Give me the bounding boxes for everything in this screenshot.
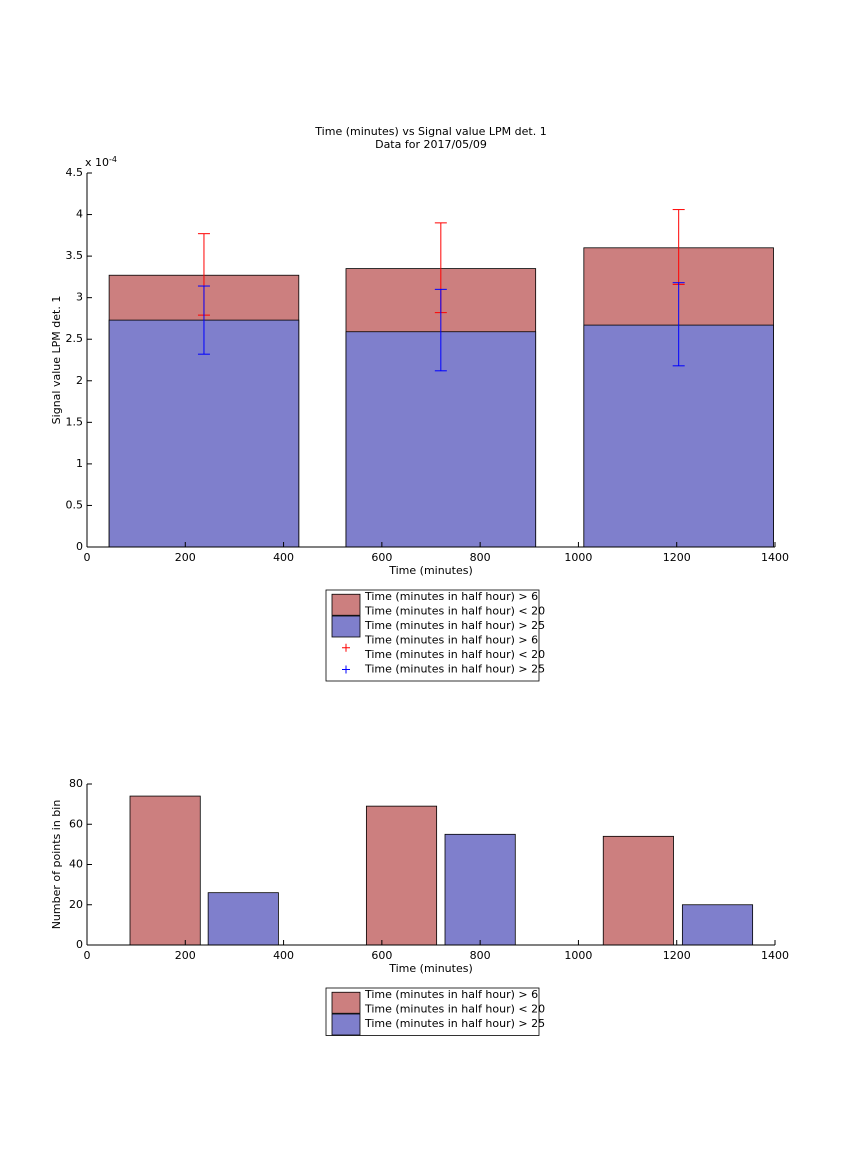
- error-bar: [434, 288, 447, 372]
- chart-title: Data for 2017/05/09: [375, 138, 487, 151]
- y-tick-label: 1: [76, 457, 83, 470]
- x-tick-label: 400: [273, 551, 294, 564]
- y-tick-label: 0: [76, 938, 83, 951]
- legend-label: Time (minutes in half hour) > 6: [364, 590, 538, 603]
- legend-label: Time (minutes in half hour) > 25: [364, 663, 545, 676]
- legend-label: Time (minutes in half hour) < 20: [364, 605, 545, 618]
- x-axis-label: Time (minutes): [388, 962, 473, 975]
- x-tick-label: 1200: [663, 551, 691, 564]
- legend-label: Time (minutes in half hour) > 6: [364, 634, 538, 647]
- y-tick-label: 40: [69, 858, 83, 871]
- x-tick-label: 1400: [761, 949, 789, 962]
- chart-title: Time (minutes) vs Signal value LPM det. …: [314, 125, 546, 138]
- y-axis-label: Signal value LPM det. 1: [50, 296, 63, 425]
- bar: [365, 805, 438, 946]
- bar: [681, 904, 754, 946]
- y-exponent: x 10-4: [85, 155, 117, 170]
- legend-label: Time (minutes in half hour) < 20: [364, 648, 545, 661]
- x-axis-label: Time (minutes): [388, 564, 473, 577]
- y-tick-label: 1.5: [66, 415, 84, 428]
- bar: [602, 835, 674, 946]
- y-tick-label: 80: [69, 777, 83, 790]
- x-tick-label: 0: [84, 949, 91, 962]
- bar: [444, 833, 516, 946]
- y-axis-label: Number of points in bin: [50, 800, 63, 930]
- y-tick-label: 0: [76, 540, 83, 553]
- x-tick-label: 800: [470, 949, 491, 962]
- y-tick-label: 0.5: [66, 498, 84, 511]
- x-tick-label: 1000: [564, 949, 592, 962]
- y-tick-label: 20: [69, 898, 83, 911]
- y-tick-label: 4: [76, 208, 83, 221]
- y-tick-label: 60: [69, 817, 83, 830]
- error-bar: [197, 285, 210, 355]
- legend-swatch: [331, 1013, 361, 1036]
- x-tick-label: 200: [175, 949, 196, 962]
- x-tick-label: 1400: [761, 551, 789, 564]
- legend-box: [325, 589, 540, 682]
- x-tick-label: 600: [371, 551, 392, 564]
- y-exponent-base: x 10: [85, 156, 109, 169]
- x-tick-label: 200: [175, 551, 196, 564]
- legend-label: Time (minutes in half hour) > 25: [364, 619, 545, 632]
- y-tick-label: 4.5: [66, 166, 84, 179]
- bar: [129, 795, 201, 946]
- bar: [108, 319, 300, 548]
- x-tick-label: 400: [273, 949, 294, 962]
- legend-label: Time (minutes in half hour) < 20: [364, 1003, 545, 1016]
- x-tick-label: 800: [470, 551, 491, 564]
- legend-swatch: [331, 593, 361, 616]
- y-tick-label: 3.5: [66, 249, 84, 262]
- error-bar: [672, 282, 685, 367]
- legend-swatch: [331, 615, 361, 638]
- y-tick-label: 2.5: [66, 332, 84, 345]
- y-tick-label: 2: [76, 374, 83, 387]
- x-tick-label: 0: [84, 551, 91, 564]
- legend-swatch: [331, 991, 361, 1014]
- x-tick-label: 600: [371, 949, 392, 962]
- bar: [207, 892, 279, 946]
- y-exponent-power: -4: [109, 155, 117, 164]
- x-tick-label: 1200: [663, 949, 691, 962]
- y-tick-label: 3: [76, 291, 83, 304]
- legend-label: Time (minutes in half hour) > 6: [364, 988, 538, 1001]
- legend-label: Time (minutes in half hour) > 25: [364, 1017, 545, 1030]
- x-tick-label: 1000: [564, 551, 592, 564]
- legend-box: [325, 987, 540, 1036]
